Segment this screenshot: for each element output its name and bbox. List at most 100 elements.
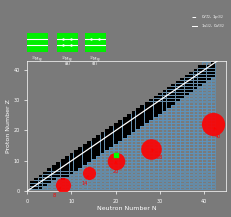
Bar [157, 144, 161, 147]
Bar [118, 174, 122, 177]
Bar [118, 120, 122, 123]
Bar [100, 174, 104, 177]
Bar [166, 171, 170, 174]
Bar [47, 168, 51, 171]
Bar [210, 111, 214, 113]
Bar [100, 163, 104, 165]
Bar [157, 105, 161, 108]
Bar [179, 96, 183, 99]
Bar [135, 135, 139, 138]
Bar [166, 159, 170, 162]
Bar [122, 153, 126, 156]
Bar [91, 165, 95, 168]
Bar [206, 117, 210, 120]
Bar [109, 181, 113, 183]
Bar [188, 178, 192, 180]
Bar [197, 66, 201, 68]
Bar [149, 174, 152, 177]
Bar [210, 120, 214, 123]
Bar [43, 184, 47, 186]
Bar [206, 181, 210, 183]
Point [149, 147, 152, 150]
Bar [166, 90, 170, 92]
Point [113, 153, 117, 156]
Bar [206, 81, 210, 83]
Bar [104, 141, 108, 144]
Bar [149, 129, 152, 132]
Bar [118, 126, 122, 129]
Bar [206, 90, 210, 92]
Bar [135, 123, 139, 126]
Bar [140, 111, 144, 113]
Bar [82, 163, 86, 165]
Bar [131, 117, 135, 120]
Bar [118, 129, 122, 132]
Bar [188, 78, 192, 80]
Bar [61, 165, 64, 168]
Bar [104, 163, 108, 165]
Bar [100, 135, 104, 138]
Bar [104, 174, 108, 177]
Bar [201, 69, 205, 71]
Bar [149, 102, 152, 105]
Bar [87, 187, 91, 189]
Bar [149, 120, 152, 123]
Bar [96, 144, 100, 147]
Bar [184, 135, 188, 138]
Bar [162, 102, 166, 105]
Bar [100, 144, 104, 147]
Bar [140, 184, 144, 186]
Bar [179, 159, 183, 162]
Bar [109, 144, 113, 147]
Bar [149, 111, 152, 113]
Bar [69, 153, 73, 156]
Bar [175, 153, 179, 156]
Bar [140, 168, 144, 171]
Bar [118, 141, 122, 144]
Bar [206, 66, 210, 68]
Bar [206, 72, 210, 74]
Bar [78, 159, 82, 162]
Bar [171, 84, 174, 86]
Bar [193, 69, 197, 71]
Bar [188, 165, 192, 168]
Bar [118, 144, 122, 147]
Bar [56, 187, 60, 189]
Bar [201, 81, 205, 83]
Bar [179, 174, 183, 177]
Bar [61, 159, 64, 162]
Bar [179, 93, 183, 95]
Bar [144, 102, 148, 105]
Bar [206, 153, 210, 156]
Bar [184, 99, 188, 102]
Bar [65, 156, 69, 159]
Bar [74, 156, 78, 159]
Bar [104, 135, 108, 138]
Bar [118, 135, 122, 138]
Bar [82, 187, 86, 189]
Bar [140, 165, 144, 168]
Bar [113, 138, 117, 141]
Bar [61, 171, 64, 174]
Bar [210, 81, 214, 83]
Bar [74, 165, 78, 168]
Bar [197, 84, 201, 86]
Bar [171, 181, 174, 183]
Bar [210, 144, 214, 147]
Bar [144, 111, 148, 113]
Bar [144, 159, 148, 162]
Bar [179, 99, 183, 102]
Bar [171, 138, 174, 141]
Bar [206, 174, 210, 177]
Bar [135, 111, 139, 113]
Bar [131, 123, 135, 126]
Bar [144, 144, 148, 147]
Bar [118, 120, 122, 123]
Bar [144, 108, 148, 111]
Bar [135, 156, 139, 159]
Bar [193, 117, 197, 120]
Bar [96, 144, 100, 147]
Bar [188, 135, 192, 138]
Bar [210, 123, 214, 126]
Bar [162, 96, 166, 99]
